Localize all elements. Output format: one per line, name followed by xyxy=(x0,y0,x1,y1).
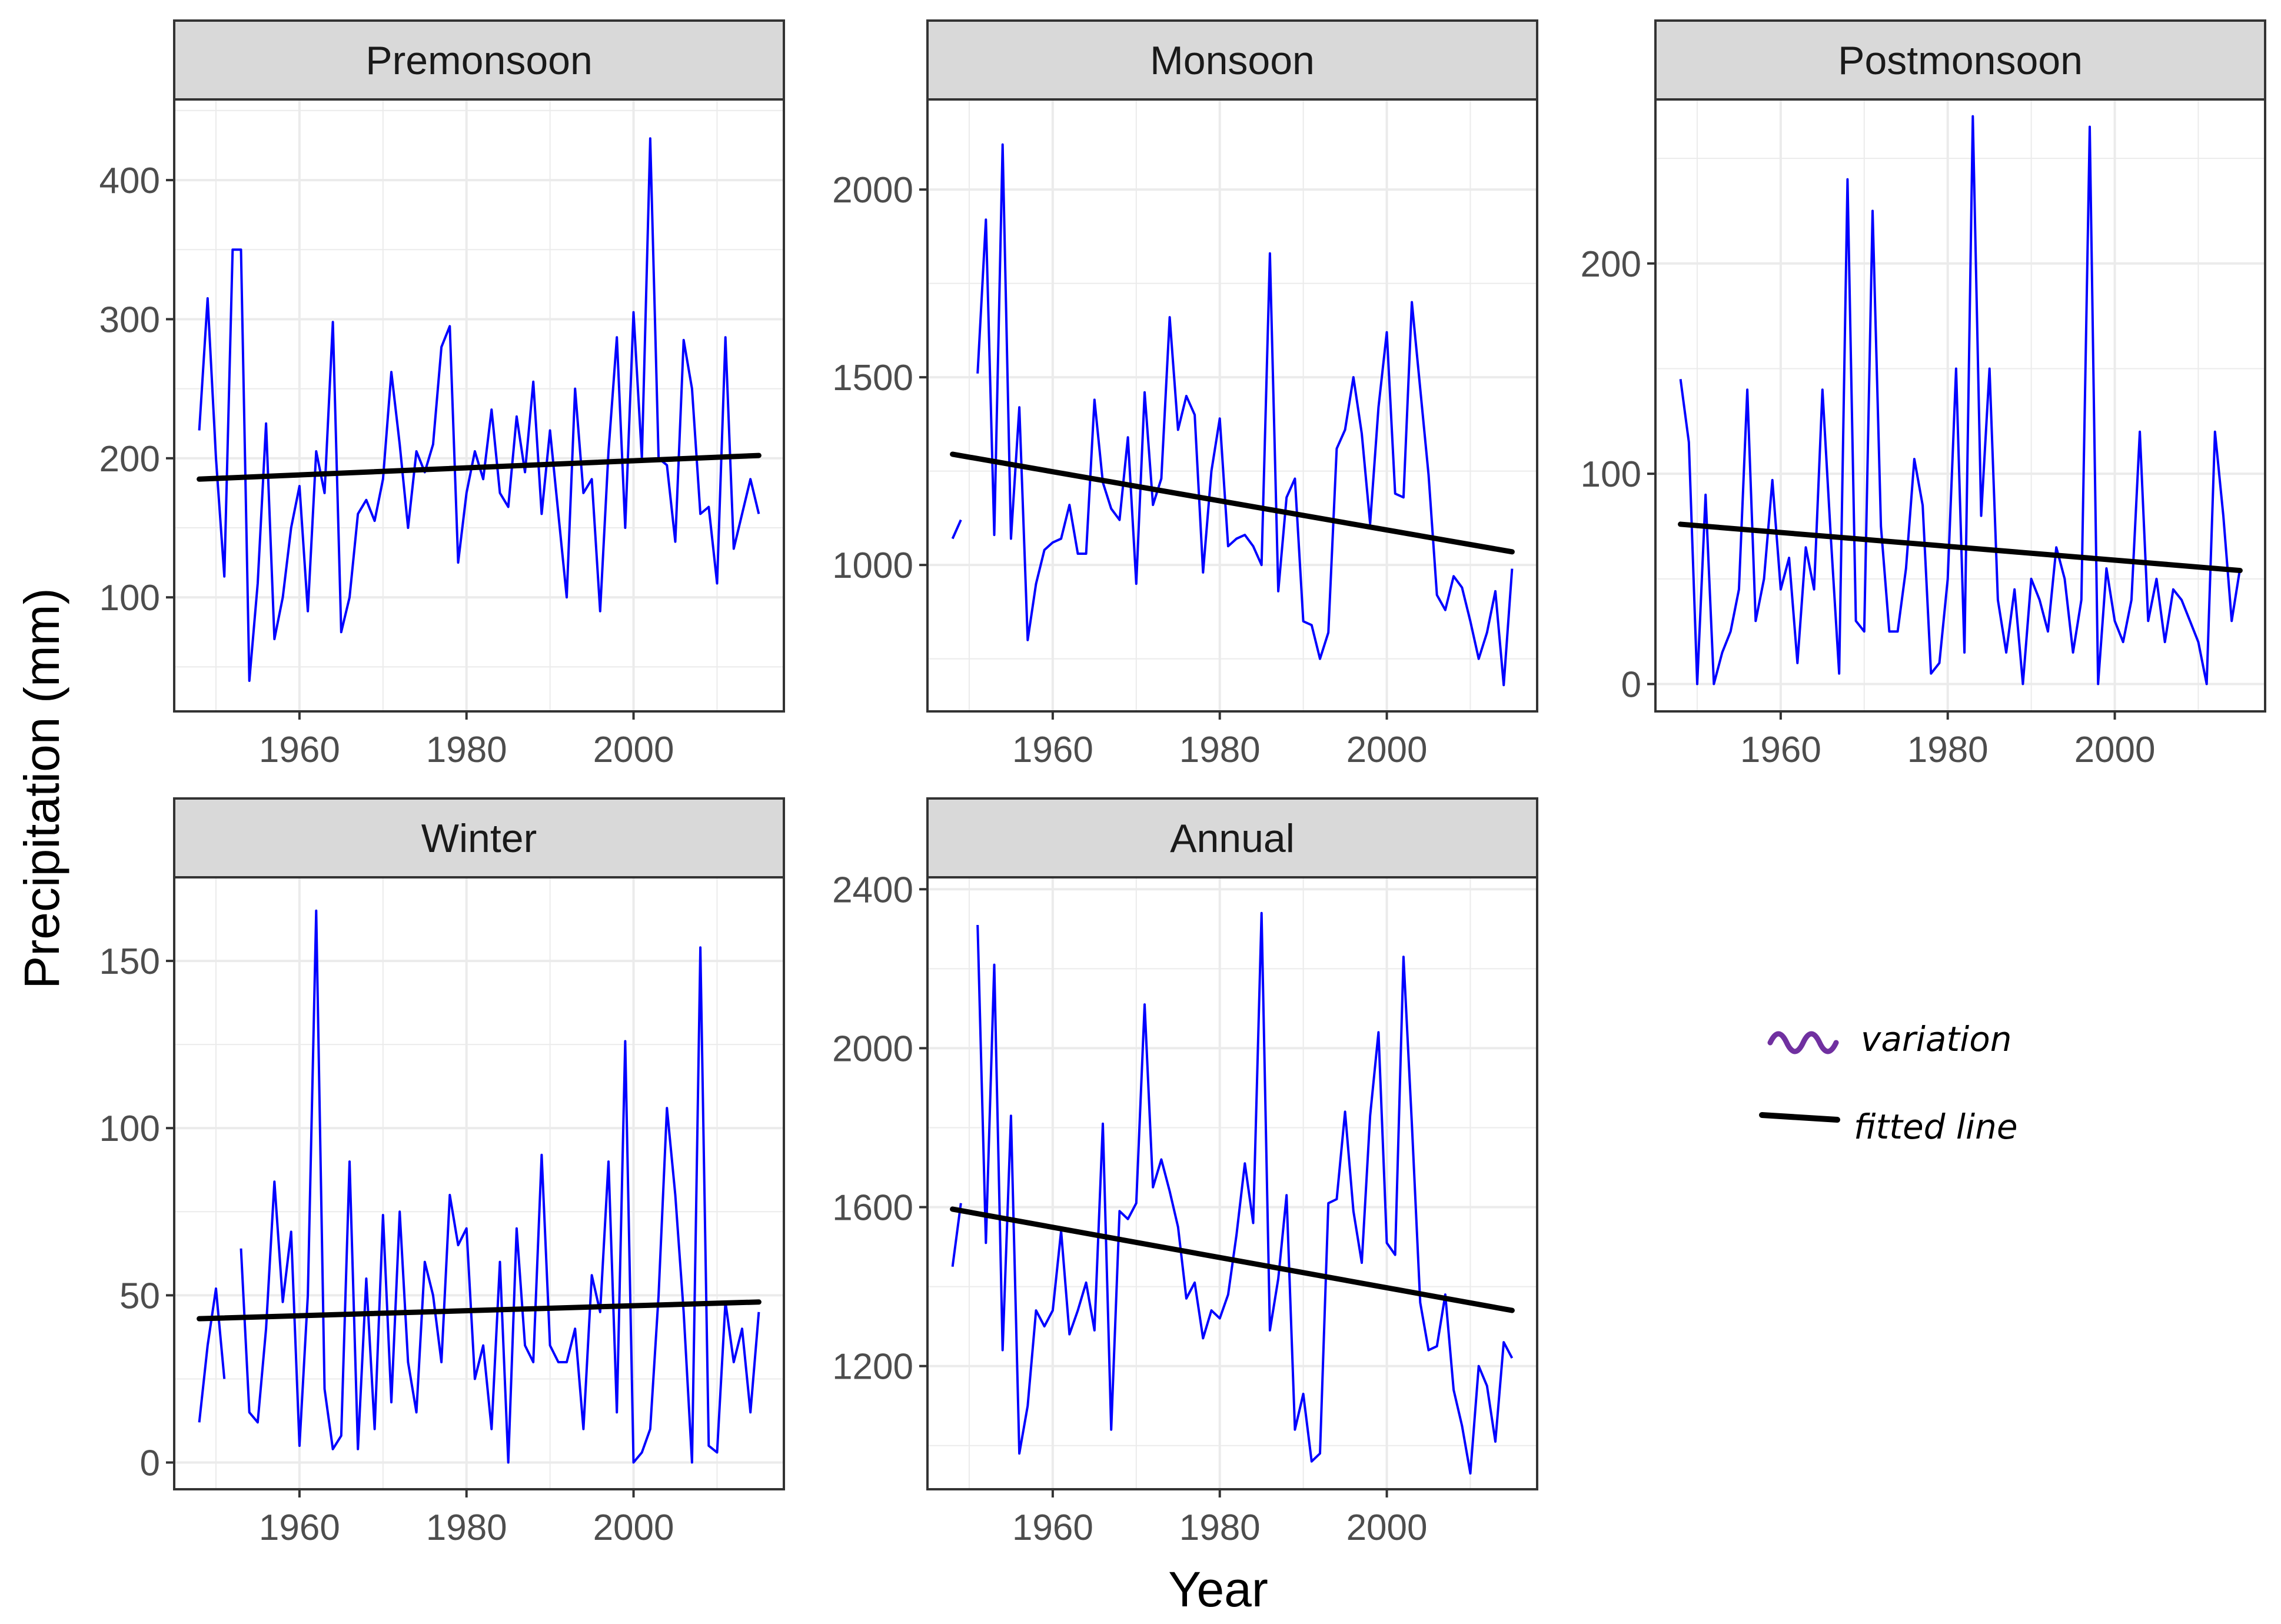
winter-plot-background xyxy=(174,877,784,1489)
winter-strip xyxy=(173,797,785,878)
premonsoon-y-tick-label: 400 xyxy=(99,161,160,201)
postmonsoon-y-tick-label: 100 xyxy=(1581,454,1641,495)
panel-premonsoon: Premonsoon 100 200 300 400 1960 1980 2000 xyxy=(99,19,785,770)
monsoon-fitted-line xyxy=(950,451,1515,555)
premonsoon-x-tick-label: 1960 xyxy=(259,730,340,770)
monsoon-plot-background xyxy=(927,99,1537,711)
premonsoon-y-tick-label: 300 xyxy=(99,299,160,340)
y-axis-title: Precipitation (mm) xyxy=(14,588,69,989)
panel-monsoon: Monsoon 1000 1500 2000 1960 1980 2000 xyxy=(832,19,1538,770)
annual-x-tick-label: 2000 xyxy=(1346,1507,1428,1548)
postmonsoon-variation-line xyxy=(1679,115,2242,685)
postmonsoon-x-tick-label: 1960 xyxy=(1740,730,1821,770)
winter-panel-border xyxy=(173,876,785,1490)
monsoon-y-tick-label: 1500 xyxy=(832,358,913,398)
legend-fitted-line-label: fitted line xyxy=(1854,1107,2018,1147)
premonsoon-fitted-line xyxy=(197,452,762,482)
winter-x-tick-label: 1980 xyxy=(426,1507,507,1548)
premonsoon-x-tick-label: 2000 xyxy=(593,730,674,770)
legend: variation fitted line xyxy=(1759,1019,2018,1147)
postmonsoon-y-tick-label: 0 xyxy=(1621,665,1641,705)
premonsoon-panel-border xyxy=(173,98,785,713)
legend-variation-label: variation xyxy=(1861,1019,2011,1059)
annual-panel-border xyxy=(926,876,1538,1490)
annual-y-tick-label: 2000 xyxy=(832,1029,913,1069)
annual-x-tick-label: 1960 xyxy=(1012,1507,1093,1548)
annual-strip-title: Annual xyxy=(1170,816,1295,861)
annual-variation-line xyxy=(951,911,1514,1475)
legend-fitted-line-icon xyxy=(1759,1112,1840,1123)
postmonsoon-fitted-line xyxy=(1678,521,2243,574)
annual-y-tick-label: 1600 xyxy=(832,1188,913,1229)
monsoon-y-tick-label: 2000 xyxy=(832,170,913,211)
panel-winter: Winter 0 50 100 150 1960 1980 2000 xyxy=(99,797,785,1548)
winter-x-tick-label: 1960 xyxy=(259,1507,340,1548)
annual-strip xyxy=(926,797,1538,878)
annual-fitted-line xyxy=(950,1206,1515,1313)
winter-strip-title: Winter xyxy=(421,816,537,861)
winter-y-tick-label: 150 xyxy=(99,941,160,982)
annual-x-tick-label: 1980 xyxy=(1179,1507,1261,1548)
monsoon-x-tick-label: 1980 xyxy=(1179,730,1261,770)
premonsoon-x-tick-label: 1980 xyxy=(426,730,507,770)
winter-fitted-line xyxy=(197,1299,762,1322)
x-axis-title: Year xyxy=(1168,1562,1268,1617)
postmonsoon-strip-title: Postmonsoon xyxy=(1838,38,2083,83)
monsoon-variation-line xyxy=(951,143,1514,687)
monsoon-strip-title: Monsoon xyxy=(1150,38,1315,83)
premonsoon-y-tick-label: 100 xyxy=(99,578,160,618)
premonsoon-strip xyxy=(173,19,785,101)
monsoon-x-tick-label: 1960 xyxy=(1012,730,1093,770)
winter-y-tick-label: 0 xyxy=(140,1443,160,1484)
panel-postmonsoon: Postmonsoon 0 100 200 1960 1980 2000 xyxy=(1581,19,2266,770)
monsoon-panel-border xyxy=(926,98,1538,713)
panel-annual: Annual 1200 1600 2000 2400 1960 1980 2000 xyxy=(832,797,1538,1548)
annual-y-tick-label: 2400 xyxy=(832,870,913,910)
winter-y-tick-label: 50 xyxy=(119,1276,160,1316)
monsoon-x-tick-label: 2000 xyxy=(1346,730,1428,770)
premonsoon-strip-title: Premonsoon xyxy=(365,38,593,83)
postmonsoon-x-tick-label: 2000 xyxy=(2074,730,2156,770)
premonsoon-plot-background xyxy=(174,99,784,711)
annual-y-tick-label: 1200 xyxy=(832,1347,913,1387)
postmonsoon-panel-border xyxy=(1654,98,2266,713)
winter-y-tick-label: 100 xyxy=(99,1109,160,1149)
monsoon-y-tick-label: 1000 xyxy=(832,545,913,586)
premonsoon-y-tick-label: 200 xyxy=(99,439,160,480)
postmonsoon-x-tick-label: 1980 xyxy=(1907,730,1989,770)
postmonsoon-y-tick-label: 200 xyxy=(1581,244,1641,285)
legend-variation-wave-icon xyxy=(1767,1031,1839,1054)
postmonsoon-strip xyxy=(1654,19,2266,101)
winter-x-tick-label: 2000 xyxy=(593,1507,674,1548)
